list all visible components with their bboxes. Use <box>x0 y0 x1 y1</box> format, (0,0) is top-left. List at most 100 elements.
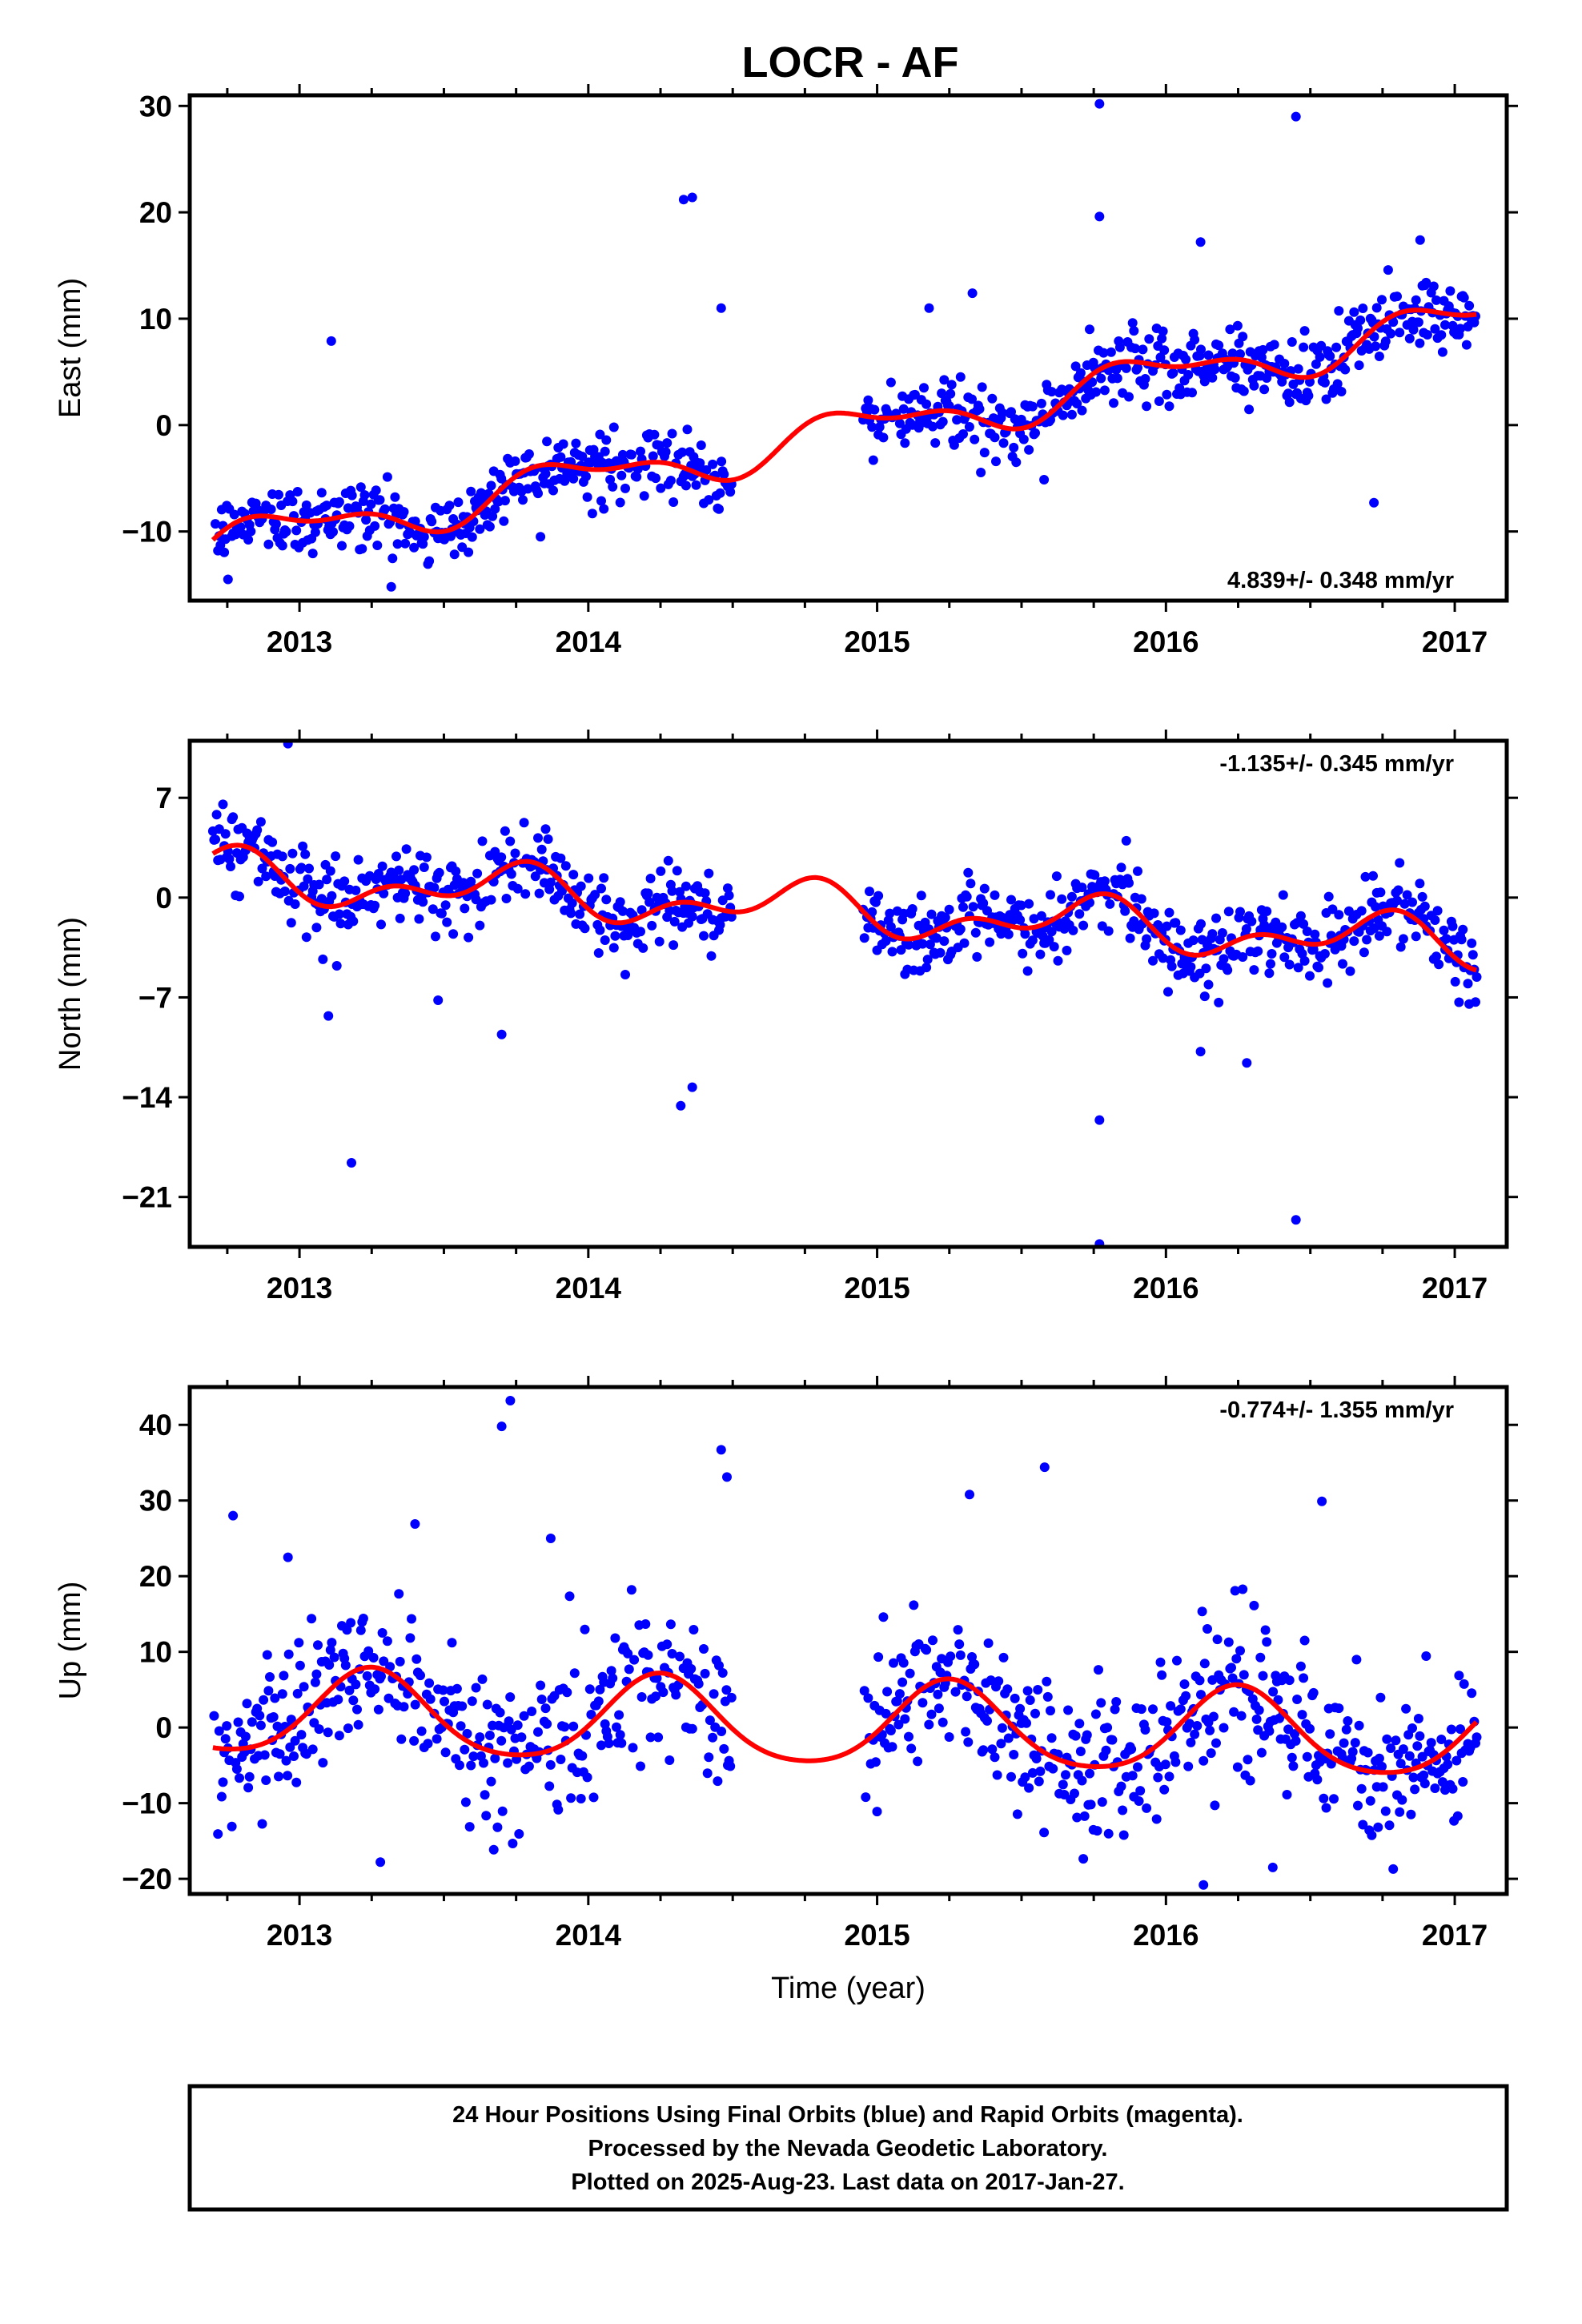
north-point <box>595 925 605 935</box>
north-point <box>575 909 585 919</box>
east-point <box>1325 351 1335 361</box>
up-point <box>1118 1830 1129 1840</box>
up-point <box>1025 1695 1035 1705</box>
east-point <box>372 541 383 550</box>
north-point <box>1402 890 1412 900</box>
north-point <box>1164 907 1174 918</box>
north-point <box>1419 901 1430 911</box>
up-point <box>1172 1655 1182 1666</box>
up-point <box>262 1650 272 1660</box>
east-point <box>1124 392 1134 402</box>
east-point <box>387 553 398 564</box>
up-point <box>998 1652 1009 1663</box>
north-point <box>985 937 995 947</box>
north-point <box>370 900 380 911</box>
up-point <box>1230 1586 1240 1596</box>
north-point <box>636 927 645 937</box>
north-point <box>1223 965 1233 975</box>
up-point <box>1251 1714 1262 1724</box>
up-point <box>1153 1772 1163 1783</box>
north-point <box>1262 907 1272 916</box>
up-point <box>294 1638 304 1648</box>
north-point <box>1223 907 1234 917</box>
north-model-curve <box>211 842 1478 973</box>
up-point <box>508 1839 518 1848</box>
east-point <box>328 527 338 537</box>
up-point <box>231 1764 242 1774</box>
north-point <box>290 899 300 909</box>
north-point <box>1238 952 1248 962</box>
up-point <box>608 1673 618 1683</box>
up-point <box>652 1673 662 1683</box>
north-point <box>460 903 470 914</box>
north-point <box>301 932 311 943</box>
up-panel: 2013 2014 2015 2016 2017 40 30 20 10 0 −10 −20 Up (m… <box>54 1376 1518 2005</box>
north-point <box>501 894 512 903</box>
east-point <box>958 429 968 439</box>
north-point <box>506 869 516 879</box>
east-point <box>361 515 371 525</box>
up-point <box>1157 1670 1167 1680</box>
up-point <box>353 1719 363 1730</box>
north-point <box>1158 953 1168 963</box>
up-point <box>1419 1779 1430 1789</box>
up-point <box>1417 1751 1427 1762</box>
up-point <box>310 1677 320 1687</box>
north-point <box>672 866 682 876</box>
up-point <box>1391 1735 1401 1746</box>
up-point <box>1255 1652 1266 1663</box>
up-point <box>1118 1805 1128 1815</box>
up-point <box>1235 1646 1245 1656</box>
footer-box: 24 Hour Positions Using Final Orbits (bl… <box>187 2084 1509 2212</box>
up-point <box>953 1625 963 1635</box>
east-point <box>1388 317 1399 328</box>
up-point <box>1395 1759 1406 1769</box>
east-point <box>952 415 962 425</box>
north-point <box>545 877 556 887</box>
north-point <box>1356 906 1367 916</box>
up-point <box>892 1696 902 1707</box>
north-point <box>220 829 231 839</box>
east-point <box>921 399 932 409</box>
up-point <box>1196 1690 1206 1700</box>
up-point <box>970 1659 980 1670</box>
east-point <box>499 516 509 526</box>
north-point <box>1369 923 1379 933</box>
north-outlier-point <box>1291 1215 1301 1225</box>
east-point <box>1154 396 1164 406</box>
east-point <box>878 432 889 443</box>
north-point <box>1293 963 1303 973</box>
up-point <box>1103 1828 1114 1839</box>
up-point <box>438 1685 448 1695</box>
north-point <box>440 900 451 911</box>
up-x-tick-label: 2014 <box>556 1919 622 1952</box>
up-point <box>295 1660 305 1671</box>
east-point <box>1203 350 1214 360</box>
east-point <box>500 496 510 506</box>
up-point <box>1421 1651 1431 1661</box>
east-point <box>656 483 666 493</box>
east-point <box>1283 388 1294 399</box>
east-point <box>632 464 643 474</box>
up-point <box>615 1730 625 1740</box>
north-point <box>599 873 609 883</box>
east-point <box>636 446 645 456</box>
east-point <box>1422 330 1432 340</box>
up-point <box>1090 1709 1101 1719</box>
north-point <box>1471 997 1480 1007</box>
north-point <box>442 917 452 927</box>
north-point <box>1247 916 1257 927</box>
east-point <box>714 504 724 514</box>
up-point <box>1380 1806 1391 1816</box>
east-point <box>708 459 718 469</box>
north-point <box>1121 835 1131 846</box>
north-rate-label: -1.135+/- 0.345 mm/yr <box>1219 751 1454 777</box>
north-point <box>226 862 235 871</box>
up-point <box>1077 1775 1087 1786</box>
east-point <box>571 438 581 448</box>
north-point <box>645 874 656 883</box>
up-point <box>1273 1695 1283 1705</box>
east-point <box>379 504 390 514</box>
east-point <box>874 422 885 432</box>
north-point <box>916 891 926 901</box>
